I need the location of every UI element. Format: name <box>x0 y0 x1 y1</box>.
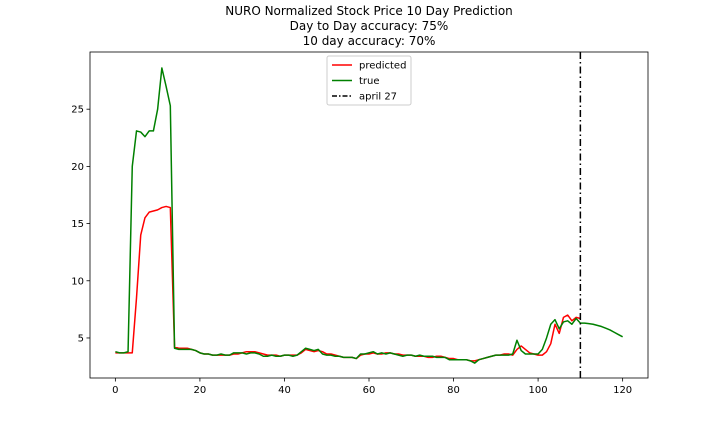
y-tick-label: 5 <box>78 333 84 344</box>
chart-subtitle-10day-accuracy: 10 day accuracy: 70% <box>302 34 436 48</box>
x-tick-label: 60 <box>363 385 376 396</box>
series-line-predicted <box>115 205 581 362</box>
series-line-true <box>115 67 623 364</box>
legend-label: april 27 <box>359 92 397 103</box>
series-layer <box>115 52 623 378</box>
x-tick-label: 20 <box>194 385 207 396</box>
chart-title: NURO Normalized Stock Price 10 Day Predi… <box>225 4 513 18</box>
x-tick-label: 120 <box>613 385 632 396</box>
x-tick-label: 0 <box>112 385 118 396</box>
legend-box <box>326 55 412 106</box>
x-tick-label: 100 <box>529 385 548 396</box>
x-tick-label: 80 <box>447 385 460 396</box>
legend-label: predicted <box>359 61 406 72</box>
ticks-layer: 0 20 40 60 80 100 120 5 10 15 20 25 <box>71 105 632 396</box>
legend: predicted true april 27 <box>326 55 412 106</box>
y-tick-label: 25 <box>71 105 84 116</box>
chart-title-block: NURO Normalized Stock Price 10 Day Predi… <box>90 4 648 49</box>
y-tick-label: 20 <box>71 162 84 173</box>
x-tick-label: 40 <box>278 385 291 396</box>
chart-subtitle-day-accuracy: Day to Day accuracy: 75% <box>289 19 449 33</box>
y-tick-label: 15 <box>71 219 84 230</box>
y-tick-label: 10 <box>71 276 84 287</box>
legend-label: true <box>359 76 380 87</box>
